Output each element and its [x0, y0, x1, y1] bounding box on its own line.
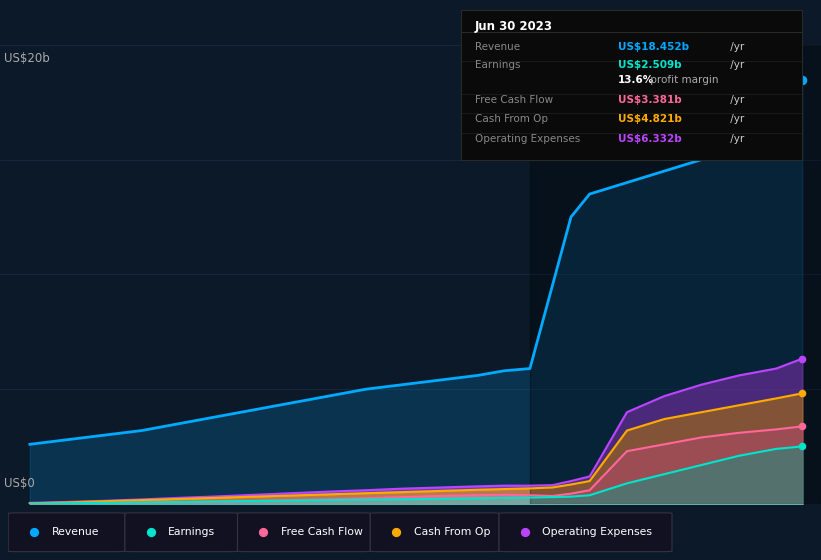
Text: Cash From Op: Cash From Op [414, 527, 490, 537]
Text: US$18.452b: US$18.452b [618, 42, 690, 52]
Point [518, 528, 531, 536]
Bar [530, 45, 821, 504]
Text: US$2.509b: US$2.509b [618, 60, 681, 70]
Text: US$4.821b: US$4.821b [618, 114, 682, 124]
Text: profit margin: profit margin [647, 75, 718, 85]
Text: /yr: /yr [727, 60, 745, 70]
Text: US$0: US$0 [4, 477, 34, 490]
Text: Jun 30 2023: Jun 30 2023 [475, 20, 553, 33]
FancyBboxPatch shape [125, 513, 237, 552]
Point [257, 528, 270, 536]
Text: /yr: /yr [727, 42, 745, 52]
Text: Cash From Op: Cash From Op [475, 114, 548, 124]
Text: Earnings: Earnings [168, 527, 215, 537]
Point [796, 422, 809, 431]
Text: Operating Expenses: Operating Expenses [475, 134, 580, 143]
Text: Earnings: Earnings [475, 60, 521, 70]
Point [796, 389, 809, 398]
Point [796, 76, 809, 85]
Point [796, 354, 809, 363]
Text: Operating Expenses: Operating Expenses [543, 527, 653, 537]
Text: Free Cash Flow: Free Cash Flow [281, 527, 363, 537]
Text: /yr: /yr [727, 134, 745, 143]
Text: Free Cash Flow: Free Cash Flow [475, 95, 553, 105]
Text: 13.6%: 13.6% [618, 75, 654, 85]
Text: US$20b: US$20b [4, 52, 50, 65]
Text: US$6.332b: US$6.332b [618, 134, 682, 143]
FancyBboxPatch shape [370, 513, 499, 552]
Text: /yr: /yr [727, 95, 745, 105]
Point [144, 528, 157, 536]
Point [27, 528, 40, 536]
FancyBboxPatch shape [499, 513, 672, 552]
Text: US$3.381b: US$3.381b [618, 95, 682, 105]
Point [796, 442, 809, 451]
Point [389, 528, 402, 536]
Text: Revenue: Revenue [475, 42, 521, 52]
Text: /yr: /yr [727, 114, 745, 124]
FancyBboxPatch shape [237, 513, 370, 552]
Text: Revenue: Revenue [52, 527, 99, 537]
FancyBboxPatch shape [8, 513, 125, 552]
